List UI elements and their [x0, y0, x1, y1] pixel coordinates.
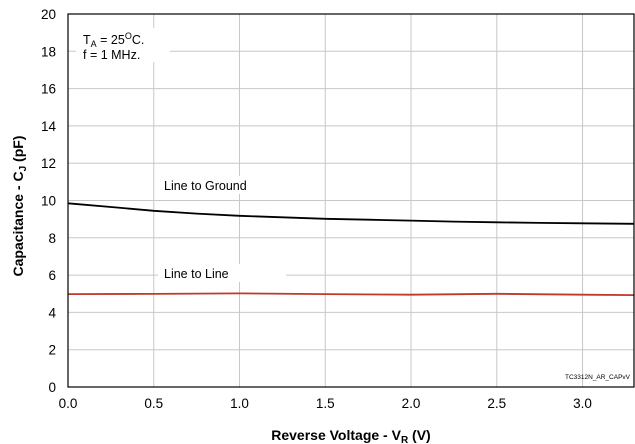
y-tick-label: 20: [41, 7, 56, 22]
x-tick-label: 1.0: [230, 396, 249, 411]
x-tick-label: 3.0: [573, 396, 592, 411]
annotation-background: [76, 28, 170, 62]
x-tick-label: 2.0: [402, 396, 421, 411]
y-tick-label: 4: [48, 305, 56, 320]
y-tick-label: 16: [41, 82, 56, 97]
tick-labels: 0 2 4 6 8 10 12 14 16 18 20 0.0 0.5 1.0 1.5 2.0 2.5 3.0: [41, 7, 592, 411]
y-tick-label: 12: [41, 156, 56, 171]
annotation-conditions-temperature: TA = 25OC.: [83, 31, 144, 49]
series-line-line-to-ground: [67, 202, 635, 225]
y-tick-label: 8: [48, 231, 56, 246]
series-label-line-to-line: Line to Line: [164, 267, 229, 281]
y-tick-label: 0: [48, 380, 56, 395]
x-axis-title: Reverse Voltage - VR (V): [271, 427, 430, 444]
plot-frame: [67, 13, 635, 388]
x-tick-label: 2.5: [487, 396, 506, 411]
annotation-conditions-frequency: f = 1 MHz.: [83, 48, 140, 62]
series-label-background-line: [158, 264, 286, 282]
x-tick-label: 1.5: [316, 396, 335, 411]
y-tick-label: 2: [48, 343, 56, 358]
part-code: TC3312N_AR_CAPvV: [565, 374, 631, 381]
grid: [68, 14, 634, 387]
series-label-background-ground: [158, 176, 270, 194]
y-tick-label: 10: [41, 194, 56, 209]
y-tick-label: 6: [48, 268, 56, 283]
x-tick-label: 0.5: [144, 396, 163, 411]
series-layer: [67, 202, 635, 296]
y-tick-label: 18: [41, 44, 56, 59]
y-tick-label: 14: [41, 119, 57, 134]
series-line-line-to-line: [67, 292, 635, 296]
series-label-line-to-ground: Line to Ground: [164, 179, 247, 193]
x-tick-label: 0.0: [59, 396, 78, 411]
y-axis-title: Capacitance - CJ (pF): [10, 136, 29, 277]
